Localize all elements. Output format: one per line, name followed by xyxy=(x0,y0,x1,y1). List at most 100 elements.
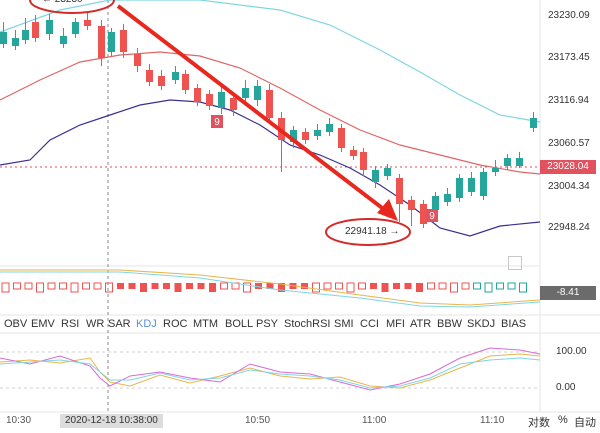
histogram-bar xyxy=(301,283,308,289)
histogram-bar xyxy=(519,282,527,293)
top-highlight-ellipse xyxy=(29,0,115,14)
time-tick: 11:10 xyxy=(480,415,505,426)
low-price-annotation: 22941.18 → xyxy=(345,226,400,237)
auto-scale-toggle[interactable]: 自动 xyxy=(574,417,596,429)
candle-body xyxy=(384,168,391,176)
candle-body xyxy=(182,74,189,90)
candle-body xyxy=(530,118,537,128)
candle-body xyxy=(516,158,523,166)
histogram-bar xyxy=(197,283,205,289)
price-tick: 23173.45 xyxy=(548,52,590,63)
histogram-bar xyxy=(323,282,332,290)
histogram-bar xyxy=(243,282,251,293)
upper-band-line xyxy=(0,0,541,123)
ma-short-line xyxy=(0,99,541,237)
candle-body xyxy=(172,72,179,80)
tab-psy[interactable]: PSY xyxy=(256,318,279,330)
expand-icon[interactable] xyxy=(508,256,522,270)
tab-smi[interactable]: SMI xyxy=(334,318,354,330)
candle-body xyxy=(134,54,141,66)
tab-bias[interactable]: BIAS xyxy=(501,318,527,330)
histogram-bar xyxy=(450,282,458,293)
price-tick: 22948.24 xyxy=(548,222,590,233)
candle-body xyxy=(22,30,29,40)
indicator-histogram xyxy=(1,282,527,293)
marker-badge-text: 9 xyxy=(429,211,435,222)
histogram-bar xyxy=(358,282,366,290)
candle-body xyxy=(158,76,165,86)
tab-kdj[interactable]: KDJ xyxy=(136,318,157,330)
time-tick: 10:50 xyxy=(245,415,271,426)
tab-stochrsi[interactable]: StochRSI xyxy=(284,318,331,330)
current-price-tag: 23028.04 xyxy=(540,160,596,174)
histogram-bar xyxy=(438,282,447,290)
histogram-bar xyxy=(507,282,516,290)
osc-k-line xyxy=(0,353,541,389)
tab-skdj[interactable]: SKDJ xyxy=(467,318,496,330)
histogram-bar xyxy=(209,283,216,292)
histogram-bar xyxy=(24,282,33,290)
ma-long-line xyxy=(0,51,541,175)
histogram-bar xyxy=(174,283,182,292)
histogram-bar xyxy=(335,282,343,290)
candle-body xyxy=(206,94,213,106)
percent-scale-toggle[interactable]: % xyxy=(558,414,568,426)
candle-body xyxy=(480,172,487,196)
time-tick: 10:30 xyxy=(6,415,32,426)
histogram-bar xyxy=(13,282,21,290)
time-tick: 11:00 xyxy=(362,415,387,426)
candle-body xyxy=(72,22,79,34)
candle-body xyxy=(290,130,297,142)
histogram-bar xyxy=(312,282,320,293)
histogram-bar xyxy=(370,283,377,289)
tab-mtm[interactable]: MTM xyxy=(193,318,219,330)
candle-body xyxy=(98,26,105,58)
histogram-bar xyxy=(381,283,389,292)
tab-rsi[interactable]: RSI xyxy=(61,318,80,330)
candle-body xyxy=(432,196,439,210)
tab-roc[interactable]: ROC xyxy=(163,318,188,330)
candle-body xyxy=(108,32,115,52)
candle-body xyxy=(242,88,249,98)
candle-body xyxy=(218,92,225,108)
tab-atr[interactable]: ATR xyxy=(410,318,432,330)
indicator-tabs: OBV EMV RSI WR SAR KDJ ROC MTM BOLL PSY StochRSI SM… xyxy=(0,315,540,333)
tab-mfi[interactable]: MFI xyxy=(386,318,405,330)
histogram-bar xyxy=(128,283,136,289)
price-tick: 23230.09 xyxy=(548,10,590,21)
price-tick: 23004.34 xyxy=(548,181,590,192)
tab-emv[interactable]: EMV xyxy=(31,318,55,330)
top-price-annotation: ← 23230 xyxy=(42,0,83,5)
candle-body xyxy=(338,128,345,148)
histogram-bar xyxy=(117,283,124,289)
histogram-bar xyxy=(416,283,423,292)
osc-tick: 0.00 xyxy=(556,382,576,393)
trend-arrow-head xyxy=(377,199,398,221)
candle-body xyxy=(360,152,367,170)
candle-body xyxy=(120,30,127,52)
osc-d-line xyxy=(0,347,541,391)
candle-body xyxy=(146,70,153,82)
tab-cci[interactable]: CCI xyxy=(360,318,379,330)
candle-body xyxy=(314,130,321,136)
marker-badge: 9 xyxy=(426,209,438,222)
candle-body xyxy=(504,158,511,166)
tab-wr[interactable]: WR xyxy=(86,318,105,330)
candle-body xyxy=(456,178,463,198)
candle-body xyxy=(350,150,357,156)
tab-sar[interactable]: SAR xyxy=(108,318,131,330)
tab-obv[interactable]: OBV xyxy=(4,318,28,330)
histogram-bar xyxy=(93,282,102,290)
candle-body xyxy=(0,32,7,44)
histogram-bar xyxy=(1,282,10,293)
histogram-signal-line xyxy=(0,269,541,306)
candle-body xyxy=(492,168,499,172)
log-scale-toggle[interactable]: 对数 xyxy=(528,417,550,429)
histogram-bar xyxy=(186,283,193,289)
crosshair-time-label: 2020-12-18 10:38:00 xyxy=(60,414,163,428)
marker-badge-text: 9 xyxy=(214,117,220,128)
tab-bbw[interactable]: BBW xyxy=(437,318,463,330)
candle-body xyxy=(326,124,333,132)
tab-boll[interactable]: BOLL xyxy=(225,318,254,330)
